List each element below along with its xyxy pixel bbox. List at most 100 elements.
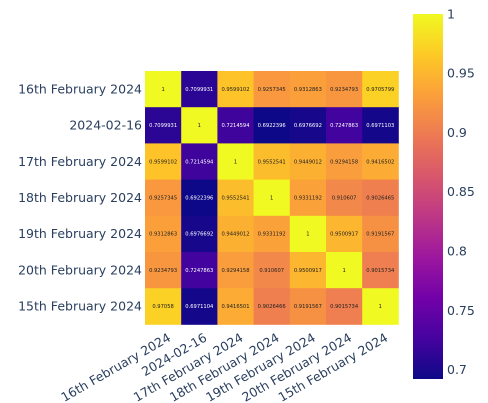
heatmap-cell-r0-c6 (362, 71, 399, 108)
colorbar-tick-label: 1 (447, 6, 455, 21)
heatmap-cell-r6-c1 (181, 288, 218, 325)
heatmap-cell-r2-c1 (181, 143, 218, 180)
heatmap-cell-r4-c1 (181, 215, 218, 253)
colorbar-tick-label: 0.75 (447, 303, 475, 318)
heatmap-cell-value: 0.9294158 (330, 159, 358, 165)
heatmap-cell-value: 0.9599102 (221, 87, 249, 93)
heatmap-cell-r2-c4 (289, 143, 327, 180)
heatmap-cell-r3-c5 (326, 179, 363, 217)
heatmap-cell-value: 0.9416502 (366, 159, 394, 165)
heatmap-cell-r3-c6 (362, 179, 399, 217)
heatmap-cell-r5-c6 (362, 252, 399, 289)
heatmap-cell-r1-c1 (181, 107, 218, 144)
colorbar-gradient (413, 14, 443, 379)
heatmap-cell-value: 0.6976692 (185, 232, 213, 238)
heatmap-cell-r2-c5 (326, 143, 363, 180)
heatmap-cell-value: 0.9416501 (221, 304, 249, 310)
heatmap-cell-value: 0.9552541 (258, 159, 286, 165)
heatmap-cell-value: 0.9015734 (330, 304, 359, 310)
heatmap-cell-value: 1 (234, 159, 237, 165)
heatmap-cell-r1-c3 (253, 107, 291, 144)
heatmap-cell-r1-c6 (362, 107, 399, 144)
heatmap-cell-value: 0.6971103 (366, 123, 394, 129)
heatmap-cell-r3-c4 (289, 179, 327, 217)
colorbar-tick-label: 0.8 (447, 244, 467, 259)
heatmap-cell-value: 0.9552541 (221, 196, 249, 202)
heatmap-cell-value: 1 (306, 232, 309, 238)
heatmap-cell-r2-c2 (217, 143, 254, 180)
heatmap-cell-value: 0.9312863 (149, 232, 177, 238)
heatmap-cell-value: 0.9449012 (221, 232, 249, 238)
heatmap-cell-r1-c4 (289, 107, 327, 144)
heatmap-cell-value: 0.9449012 (294, 159, 322, 165)
heatmap-cell-value: 0.7214594 (221, 123, 250, 129)
heatmap-cell-value: 1 (198, 123, 201, 129)
heatmap-cell-value: 0.9026465 (366, 196, 394, 202)
heatmap-cell-r6-c3 (253, 288, 291, 325)
heatmap-cell-r6-c6 (362, 288, 399, 325)
heatmap-cell-value: 0.97058 (152, 304, 173, 310)
heatmap-cell-value: 0.7214594 (185, 159, 214, 165)
heatmap-cell-value: 0.6922396 (258, 123, 286, 129)
y-tick-label: 15th February 2024 (18, 299, 142, 314)
colorbar-tick-labels: 0.7 0.75 0.8 0.85 0.9 0.95 1 (447, 6, 475, 377)
colorbar-tick-label: 0.7 (447, 362, 467, 377)
y-tick-label: 20th February 2024 (18, 262, 142, 277)
y-tick-label: 18th February 2024 (18, 190, 142, 205)
heatmap-cell-value: 0.9331192 (294, 196, 322, 202)
heatmap-cell-r5-c1 (181, 252, 218, 289)
heatmap-cell-value: 0.6922396 (185, 196, 213, 202)
y-tick-label: 2024-02-16 (69, 118, 142, 133)
heatmap-cell-r0-c1 (181, 71, 218, 108)
heatmap-cell-value: 0.7247863 (185, 268, 213, 274)
y-axis-tick-labels: 16th February 2024 2024-02-16 17th Februar… (18, 81, 142, 313)
heatmap-cell-value: 0.9257345 (258, 87, 286, 93)
heatmap-cell-r3-c2 (217, 179, 254, 217)
heatmap-cell-r4-c6 (362, 215, 399, 253)
heatmap-cell-value: 0.9191567 (294, 304, 322, 310)
heatmap-cell-r2-c3 (253, 143, 291, 180)
heatmap-cell-value: 0.7099931 (149, 123, 177, 129)
heatmap-cell-r0-c4 (289, 71, 327, 108)
heatmap-cell-r0-c2 (217, 71, 254, 108)
y-tick-label: 17th February 2024 (18, 154, 142, 169)
heatmap-cell-value: 1 (270, 196, 273, 202)
heatmap-cell-value: 0.9191567 (366, 232, 394, 238)
heatmap-cell-r5-c0 (145, 252, 182, 289)
heatmap-cell-value: 1 (379, 304, 382, 310)
heatmap-cell-value: 0.9015734 (366, 268, 395, 274)
y-tick-label: 19th February 2024 (18, 226, 142, 241)
heatmap-cell-r3-c1 (181, 179, 218, 217)
heatmap-cell-value: 0.9705799 (366, 87, 394, 93)
heatmap-cell-r1-c0 (145, 107, 182, 144)
heatmap-cell-value: 0.9500917 (294, 268, 322, 274)
heatmap-cell-r0-c3 (253, 71, 291, 108)
heatmap-cell-r0-c5 (326, 71, 363, 108)
heatmap-cell-r3-c3 (253, 179, 291, 217)
heatmap-cell-r0-c0 (145, 71, 182, 108)
heatmap-cell-value: 0.9234793 (330, 87, 358, 93)
heatmap-cell-value: 0.910607 (259, 268, 284, 274)
heatmap-cell-r6-c5 (326, 288, 363, 325)
colorbar-tick-label: 0.9 (447, 125, 467, 140)
heatmap-cell-labels: 1 0.7099931 0.9599102 0.9257345 0.9312863 0.9… (149, 87, 395, 310)
heatmap-cell-value: 0.9331192 (258, 232, 286, 238)
heatmap-cell-r1-c2 (217, 107, 254, 144)
heatmap-cell-value: 0.7247863 (330, 123, 358, 129)
y-tick-label: 16th February 2024 (18, 81, 142, 96)
heatmap-cell-value: 0.910607 (332, 196, 357, 202)
heatmap-cell-r3-c0 (145, 179, 182, 217)
heatmap-cell-value: 0.9312863 (294, 87, 322, 93)
heatmap-cell-r6-c0 (145, 288, 182, 325)
colorbar (413, 14, 443, 379)
heatmap-cell-r4-c4 (289, 215, 327, 253)
heatmap-cell-r6-c2 (217, 288, 254, 325)
heatmap-cell-r4-c5 (326, 215, 363, 253)
heatmap-cell-r5-c2 (217, 252, 254, 289)
heatmap-cell-r5-c5 (326, 252, 363, 289)
heatmap-cells (145, 71, 399, 325)
heatmap-cell-r2-c6 (362, 143, 399, 180)
heatmap-cell-value: 0.9294158 (221, 268, 249, 274)
heatmap-cell-value: 0.6971104 (185, 304, 214, 310)
